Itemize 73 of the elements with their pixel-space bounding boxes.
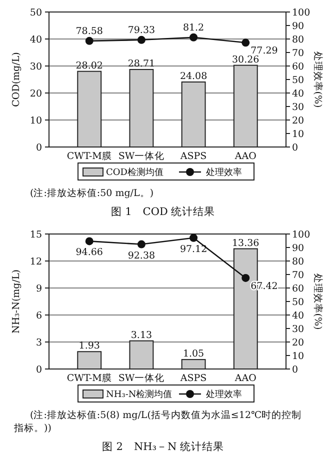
- data-label: 24.08: [180, 70, 208, 82]
- y2-tick-label: 100: [292, 229, 310, 240]
- y2-tick-label: 10: [292, 128, 304, 140]
- y2-axis-title: 处理效率(%): [312, 273, 324, 330]
- point: [242, 274, 250, 282]
- point: [137, 240, 146, 248]
- data-label: 13.36: [232, 238, 260, 249]
- y-tick-label: 9: [36, 283, 42, 294]
- y2-tick-label: 50: [292, 74, 304, 86]
- data-label: 81.2: [182, 22, 204, 34]
- data-label: 77.29: [250, 46, 278, 57]
- x-tick-label: CWT-M膜: [66, 372, 112, 384]
- y2-tick-label: 100: [292, 7, 310, 18]
- legend-label: COD检测均值: [106, 167, 164, 178]
- y2-tick-label: 70: [292, 48, 304, 59]
- y-axis-title: NH₃-N(mg/L): [11, 270, 22, 334]
- data-label: 1.93: [78, 340, 100, 352]
- y-tick-label: 10: [30, 115, 42, 126]
- y-tick-label: 6: [36, 310, 42, 322]
- x-tick-label: AAO: [234, 151, 257, 162]
- point: [190, 234, 198, 242]
- text: 图 2 NH₃－N 统计结果: [102, 440, 224, 453]
- y-tick-label: 15: [30, 229, 42, 240]
- y2-tick-label: 0: [292, 364, 298, 376]
- y-tick-label: 0: [36, 142, 42, 154]
- y2-axis-title: 处理效率(%): [312, 51, 324, 108]
- y2-tick-label: 0: [292, 142, 298, 154]
- y2-tick-label: 50: [292, 296, 304, 308]
- x-tick-label: ASPS: [179, 373, 207, 384]
- x-tick-label: SW一体化: [118, 150, 165, 162]
- x-tick-label: SW一体化: [118, 372, 165, 384]
- y2-tick-label: 80: [292, 256, 304, 268]
- y-tick-label: 30: [30, 61, 42, 72]
- y-tick-label: 12: [30, 256, 42, 268]
- y-axis-title: COD(mg/L): [11, 52, 22, 107]
- y-tick-label: 3: [36, 337, 42, 348]
- y2-tick-label: 40: [292, 310, 304, 322]
- y2-tick-label: 90: [292, 20, 304, 32]
- y2-tick-label: 30: [292, 102, 304, 113]
- legend-label: 处理效率: [206, 389, 242, 400]
- y2-tick-label: 30: [292, 324, 304, 335]
- y2-tick-label: 80: [292, 34, 304, 46]
- y2-tick-label: 10: [292, 350, 304, 362]
- text: (注:排放达标值:50 mg/L。): [30, 187, 154, 199]
- x-tick-label: AAO: [234, 373, 257, 384]
- legend-label: 处理效率: [206, 167, 242, 178]
- y-tick-label: 20: [30, 88, 42, 100]
- text: (注:排放达标值:5(8) mg/L(括号内数值为水温≤12℃时的控制指标。)): [13, 409, 302, 434]
- data-label: 92.38: [128, 250, 156, 262]
- y2-tick-label: 90: [292, 242, 304, 254]
- data-label: 78.58: [76, 26, 103, 37]
- y2-tick-label: 60: [292, 61, 304, 72]
- data-label: 28.02: [76, 60, 103, 72]
- x-tick-label: ASPS: [179, 151, 207, 162]
- legend-label: NH₃-N检测均值: [106, 389, 172, 400]
- data-label: 1.05: [182, 348, 204, 360]
- data-label: 97.12: [180, 244, 208, 255]
- y-tick-label: 40: [30, 34, 42, 46]
- point: [85, 237, 94, 246]
- data-label: 94.66: [76, 247, 103, 258]
- x-tick-label: CWT-M膜: [66, 150, 112, 162]
- y2-tick-label: 20: [292, 115, 304, 126]
- data-label: 30.26: [232, 54, 260, 66]
- y2-tick-label: 40: [292, 88, 304, 100]
- text: 图 1 COD 统计结果: [110, 205, 216, 218]
- y-tick-label: 0: [36, 364, 42, 376]
- y-tick-label: 50: [30, 7, 42, 18]
- data-label: 79.33: [128, 24, 156, 36]
- y2-tick-label: 20: [292, 337, 304, 348]
- data-label: 28.71: [128, 58, 156, 70]
- data-label: 3.13: [130, 330, 152, 341]
- y2-tick-label: 70: [292, 270, 304, 281]
- y2-tick-label: 60: [292, 283, 304, 294]
